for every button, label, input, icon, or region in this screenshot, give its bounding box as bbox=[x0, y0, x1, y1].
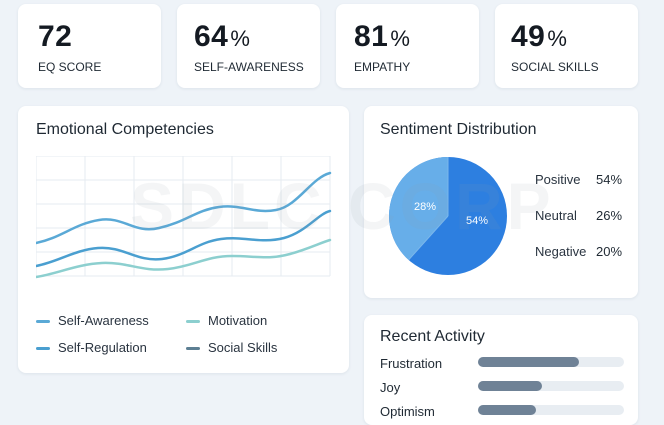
activity-bar-fill bbox=[478, 357, 579, 367]
stat-value: 72 bbox=[38, 20, 73, 53]
activity-bar-joy bbox=[478, 381, 624, 391]
activity-bar-fill bbox=[478, 381, 543, 391]
recent-activity-title: Recent Activity bbox=[380, 328, 485, 345]
pie-label-left: 28% bbox=[414, 201, 436, 213]
sentiment-percent-positive: 54% bbox=[596, 172, 623, 187]
stat-label: SELF-AWARENESS bbox=[194, 60, 304, 74]
legend-swatch bbox=[186, 347, 200, 351]
stat-value: 81% bbox=[354, 20, 411, 53]
stat-card-empathy: 81% EMPATHY bbox=[336, 4, 479, 88]
activity-bar-frustration bbox=[478, 357, 624, 367]
activity-label-frustration: Frustration bbox=[380, 356, 443, 371]
series-line-motivation bbox=[36, 238, 332, 279]
stat-value: 49% bbox=[511, 20, 568, 53]
competencies-line-chart bbox=[36, 156, 332, 279]
activity-label-joy: Joy bbox=[380, 380, 401, 395]
competencies-card: Emotional Competencies Self-Awareness Mo… bbox=[18, 106, 349, 373]
pie-label-right: 54% bbox=[466, 215, 488, 227]
stat-card-social-skills: 49% SOCIAL SKILLS bbox=[495, 4, 638, 88]
legend-item-self-awareness: Self-Awareness bbox=[36, 313, 149, 328]
stat-label: EMPATHY bbox=[354, 60, 411, 74]
sentiment-percent-neutral: 26% bbox=[596, 208, 623, 223]
series-line-self-awareness bbox=[36, 171, 332, 245]
pie-slice-other bbox=[389, 157, 448, 260]
legend-swatch bbox=[36, 347, 50, 351]
competencies-title: Emotional Competencies bbox=[36, 121, 214, 138]
activity-bar-optimism bbox=[478, 405, 624, 415]
legend-item-motivation: Motivation bbox=[186, 313, 267, 328]
sentiment-card: Sentiment Distribution 28% 54% Positive … bbox=[364, 106, 638, 298]
legend-swatch bbox=[186, 320, 200, 324]
sentiment-label-neutral: Neutral bbox=[535, 208, 577, 223]
sentiment-label-positive: Positive bbox=[535, 172, 581, 187]
legend-item-self-regulation: Self-Regulation bbox=[36, 340, 147, 355]
sentiment-title: Sentiment Distribution bbox=[380, 121, 537, 138]
chart-grid bbox=[36, 156, 331, 277]
activity-bar-fill bbox=[478, 405, 537, 415]
sentiment-percent-negative: 20% bbox=[596, 244, 623, 259]
sentiment-pie-chart: 28% 54% bbox=[389, 157, 507, 275]
stat-card-eq-score: 72 EQ SCORE bbox=[18, 4, 161, 88]
stat-card-self-awareness: 64% SELF-AWARENESS bbox=[177, 4, 320, 88]
stat-label: EQ SCORE bbox=[38, 60, 102, 74]
activity-label-optimism: Optimism bbox=[380, 404, 435, 419]
stat-label: SOCIAL SKILLS bbox=[511, 60, 599, 74]
sentiment-label-negative: Negative bbox=[535, 244, 587, 259]
recent-activity-card: Recent Activity Frustration Joy Optimism bbox=[364, 315, 638, 425]
legend-item-social-skills: Social Skills bbox=[186, 340, 277, 355]
stat-value: 64% bbox=[194, 20, 251, 53]
series-line-self-regulation bbox=[36, 209, 332, 268]
legend-swatch bbox=[36, 320, 50, 324]
